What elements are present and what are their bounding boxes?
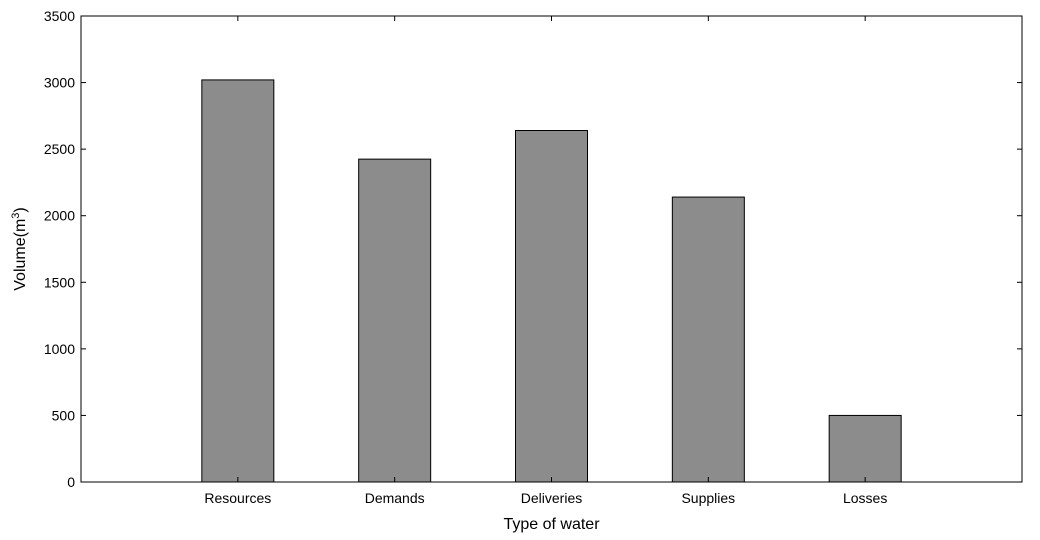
x-tick-label: Demands	[365, 490, 425, 506]
bar-deliveries	[515, 130, 588, 483]
x-axis-ticks: Resources Demands Deliveries Supplies Losses	[204, 16, 887, 506]
y-axis-title: Volume(m3)	[10, 207, 29, 290]
y-tick-label: 2500	[44, 141, 75, 157]
y-tick-label: 3500	[44, 8, 75, 24]
y-tick-label: 2000	[44, 208, 75, 224]
y-tick-label: 1500	[44, 274, 75, 290]
y-tick-label: 1000	[44, 341, 75, 357]
x-tick-label: Losses	[843, 490, 887, 506]
y-axis-title-suffix: )	[12, 207, 29, 212]
bar-supplies	[671, 196, 745, 483]
y-tick-label: 0	[67, 474, 75, 490]
x-tick-label: Supplies	[681, 490, 735, 506]
x-tick-label: Resources	[204, 490, 271, 506]
bars	[201, 79, 902, 483]
y-axis-title-prefix: Volume(m	[12, 219, 29, 291]
y-tick-label: 500	[52, 407, 76, 423]
bar-demands	[358, 158, 432, 483]
y-tick-label: 3000	[44, 75, 75, 91]
x-axis-title: Type of water	[503, 516, 600, 533]
bar-resources	[201, 79, 275, 483]
x-tick-label: Deliveries	[521, 490, 582, 506]
bar-losses	[828, 414, 902, 483]
y-axis-ticks: 0 500 1000 1500 2000 2500 3000 3500	[44, 8, 1022, 490]
y-axis-title-superscript: 3	[10, 213, 22, 219]
